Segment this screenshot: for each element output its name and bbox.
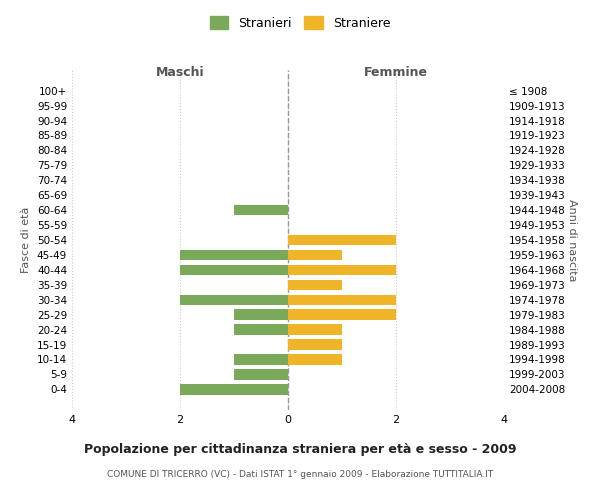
Bar	[288, 324, 342, 335]
Bar	[288, 294, 396, 305]
Bar	[234, 310, 288, 320]
Text: Femmine: Femmine	[364, 66, 428, 78]
Text: COMUNE DI TRICERRO (VC) - Dati ISTAT 1° gennaio 2009 - Elaborazione TUTTITALIA.I: COMUNE DI TRICERRO (VC) - Dati ISTAT 1° …	[107, 470, 493, 479]
Bar	[288, 235, 396, 245]
Bar	[288, 340, 342, 349]
Legend: Stranieri, Straniere: Stranieri, Straniere	[205, 11, 395, 35]
Bar	[234, 354, 288, 364]
Text: Popolazione per cittadinanza straniera per età e sesso - 2009: Popolazione per cittadinanza straniera p…	[84, 442, 516, 456]
Bar	[234, 205, 288, 216]
Bar	[288, 354, 342, 364]
Y-axis label: Anni di nascita: Anni di nascita	[567, 198, 577, 281]
Bar	[288, 264, 396, 275]
Text: Maschi: Maschi	[155, 66, 205, 78]
Bar	[180, 294, 288, 305]
Bar	[180, 250, 288, 260]
Bar	[288, 250, 342, 260]
Bar	[234, 369, 288, 380]
Bar	[234, 324, 288, 335]
Bar	[288, 280, 342, 290]
Bar	[180, 384, 288, 394]
Y-axis label: Fasce di età: Fasce di età	[22, 207, 31, 273]
Bar	[288, 310, 396, 320]
Bar	[180, 264, 288, 275]
